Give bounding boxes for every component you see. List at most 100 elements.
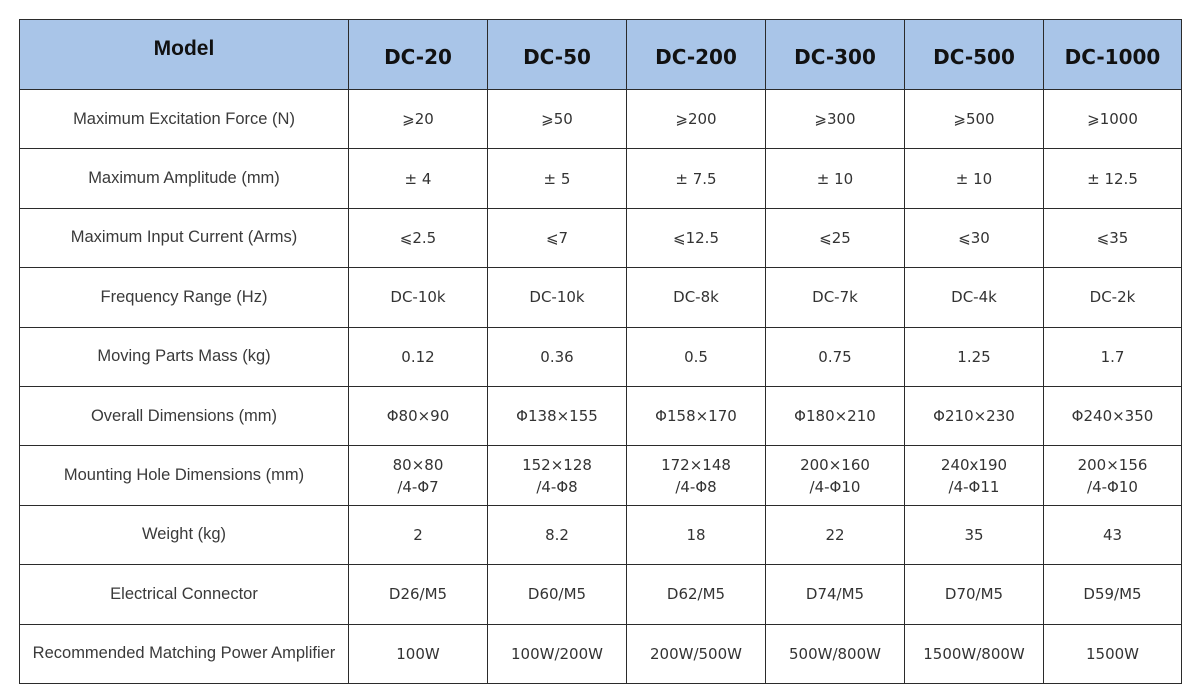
value-cell: Φ138×155: [487, 385, 627, 447]
value-cell: 0.75: [765, 326, 905, 387]
value-text: D62/M5: [666, 585, 726, 604]
value-text: /4-Φ8: [675, 477, 717, 496]
value-cell: ⩾1000: [1043, 88, 1182, 150]
value-text: ⩾300: [814, 110, 856, 129]
value-text: 172×148: [661, 455, 731, 474]
model-column-header: DC-200: [626, 19, 766, 90]
value-text: D26/M5: [388, 585, 448, 604]
value-text: ± 10: [955, 169, 993, 188]
value-text: ⩽35: [1096, 228, 1129, 247]
value-cell: D59/M5: [1043, 564, 1182, 625]
value-text: DC-10k: [529, 288, 585, 307]
value-text: 200×156: [1077, 455, 1148, 474]
value-cell: ± 10: [904, 148, 1044, 209]
value-cell: D60/M5: [487, 564, 627, 625]
value-cell: DC-10k: [487, 267, 627, 328]
value-cell: 2: [348, 504, 488, 566]
table-row: Electrical Connector D26/M5 D60/M5 D62/M5 D7…: [19, 564, 1182, 625]
parameter-label: Maximum Amplitude (mm): [19, 148, 349, 209]
value-text: D60/M5: [527, 585, 587, 604]
parameter-label: Maximum Input Current (Arms): [19, 207, 349, 269]
value-text: 100W: [396, 644, 440, 663]
value-text: 200×160: [800, 455, 870, 474]
value-cell: 200×156/4-Φ10: [1043, 445, 1182, 506]
table-row: Maximum Input Current (Arms) ⩽2.5 ⩽7 ⩽12.5 ⩽…: [19, 207, 1182, 269]
table-row: Recommended Matching Power Amplifier 100W…: [19, 623, 1182, 684]
value-cell: ⩽30: [904, 207, 1044, 269]
value-text: 1.25: [957, 347, 991, 366]
value-text: 22: [825, 525, 845, 544]
value-cell: 0.36: [487, 326, 627, 387]
parameter-label: Electrical Connector: [19, 564, 349, 625]
value-cell: 240x190/4-Φ11: [904, 445, 1044, 506]
value-text: Φ158×170: [655, 407, 737, 426]
value-cell: ⩽7: [487, 207, 627, 269]
value-text: /4-Φ10: [1087, 477, 1138, 496]
model-column-header: DC-20: [348, 19, 488, 90]
value-text: 0.5: [684, 347, 708, 366]
model-column-header: DC-300: [765, 19, 905, 90]
value-text: 18: [686, 525, 706, 544]
value-text: 0.75: [818, 347, 852, 366]
value-text: 500W/800W: [789, 644, 881, 663]
table-row: Weight (kg) 2 8.2 18 22 35 43: [19, 504, 1182, 566]
value-text: 80×80: [392, 455, 444, 474]
table-row: Maximum Excitation Force (N) ⩾20 ⩾50 ⩾200 ⩾3…: [19, 88, 1182, 150]
value-cell: DC-10k: [348, 267, 488, 328]
value-text: /4-Φ11: [948, 477, 1000, 496]
value-text: 0.36: [540, 347, 574, 366]
table-row: Frequency Range (Hz) DC-10k DC-10k DC-8k DC-…: [19, 267, 1182, 328]
value-text: 2: [413, 525, 423, 544]
table-body: Maximum Excitation Force (N) ⩾20 ⩾50 ⩾200 ⩾3…: [19, 88, 1182, 684]
value-cell: 0.5: [626, 326, 766, 387]
value-cell: 18: [626, 504, 766, 566]
header-row: Model DC-20 DC-50 DC-200 DC-300 DC-500 DC-100…: [19, 19, 1182, 90]
parameter-label: Moving Parts Mass (kg): [19, 326, 349, 387]
value-text: 1500W/800W: [923, 644, 1025, 663]
spec-table: Model DC-20 DC-50 DC-200 DC-300 DC-500 DC-100…: [19, 19, 1182, 684]
parameter-label: Weight (kg): [19, 504, 349, 566]
value-cell: Φ80×90: [348, 385, 488, 447]
model-column-header: DC-50: [487, 19, 627, 90]
value-cell: 172×148/4-Φ8: [626, 445, 766, 506]
parameter-label: Frequency Range (Hz): [19, 267, 349, 328]
model-column-header: DC-1000: [1043, 19, 1182, 90]
value-text: ⩽25: [819, 228, 851, 247]
value-text: 152×128: [522, 455, 592, 474]
value-text: D59/M5: [1083, 585, 1142, 604]
value-cell: 100W: [348, 623, 488, 684]
parameter-label: Maximum Excitation Force (N): [19, 88, 349, 150]
value-cell: ⩾20: [348, 88, 488, 150]
value-cell: 22: [765, 504, 905, 566]
value-text: 8.2: [545, 525, 569, 544]
value-text: ± 4: [404, 169, 432, 188]
value-cell: 8.2: [487, 504, 627, 566]
table-row: Overall Dimensions (mm) Φ80×90 Φ138×155 Φ15…: [19, 385, 1182, 447]
value-text: Φ80×90: [386, 407, 450, 426]
value-cell: ⩾500: [904, 88, 1044, 150]
value-cell: 200W/500W: [626, 623, 766, 684]
value-text: Φ210×230: [933, 407, 1015, 426]
value-text: ± 12.5: [1087, 169, 1138, 188]
value-text: ⩾500: [953, 110, 995, 129]
value-text: ± 7.5: [675, 169, 717, 188]
value-text: Φ240×350: [1071, 407, 1154, 426]
parameter-label: Mounting Hole Dimensions (mm): [19, 445, 349, 506]
value-text: /4-Φ10: [809, 477, 861, 496]
value-cell: Φ158×170: [626, 385, 766, 447]
value-cell: 200×160/4-Φ10: [765, 445, 905, 506]
value-cell: 1500W/800W: [904, 623, 1044, 684]
parameter-label: Overall Dimensions (mm): [19, 385, 349, 447]
value-cell: D62/M5: [626, 564, 766, 625]
value-cell: Φ180×210: [765, 385, 905, 447]
value-cell: ⩽25: [765, 207, 905, 269]
value-text: ⩾50: [541, 110, 573, 129]
value-cell: 0.12: [348, 326, 488, 387]
value-text: DC-8k: [673, 288, 719, 307]
value-cell: Φ240×350: [1043, 385, 1182, 447]
value-text: DC-7k: [812, 288, 858, 307]
value-text: ⩾1000: [1087, 110, 1138, 129]
table-row: Moving Parts Mass (kg) 0.12 0.36 0.5 0.75 1.2…: [19, 326, 1182, 387]
value-cell: 43: [1043, 504, 1182, 566]
